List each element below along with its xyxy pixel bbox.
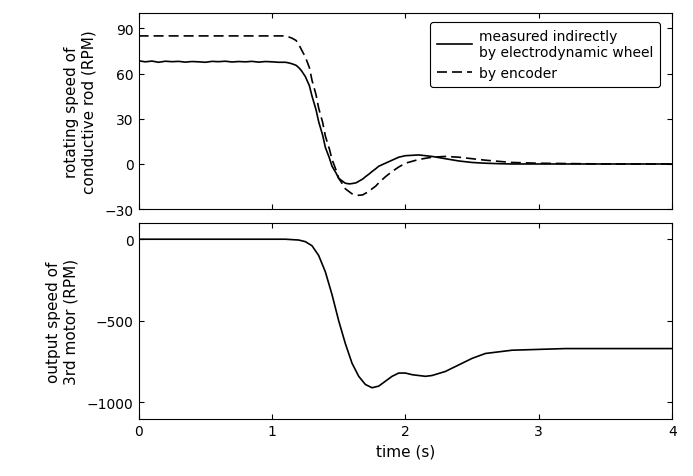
X-axis label: time (s): time (s) [376, 443, 435, 458]
Y-axis label: output speed of
3rd motor (RPM): output speed of 3rd motor (RPM) [46, 258, 79, 384]
Legend: measured indirectly
by electrodynamic wheel, by encoder: measured indirectly by electrodynamic wh… [430, 23, 660, 88]
Y-axis label: rotating speed of
conductive rod (RPM): rotating speed of conductive rod (RPM) [64, 30, 96, 194]
